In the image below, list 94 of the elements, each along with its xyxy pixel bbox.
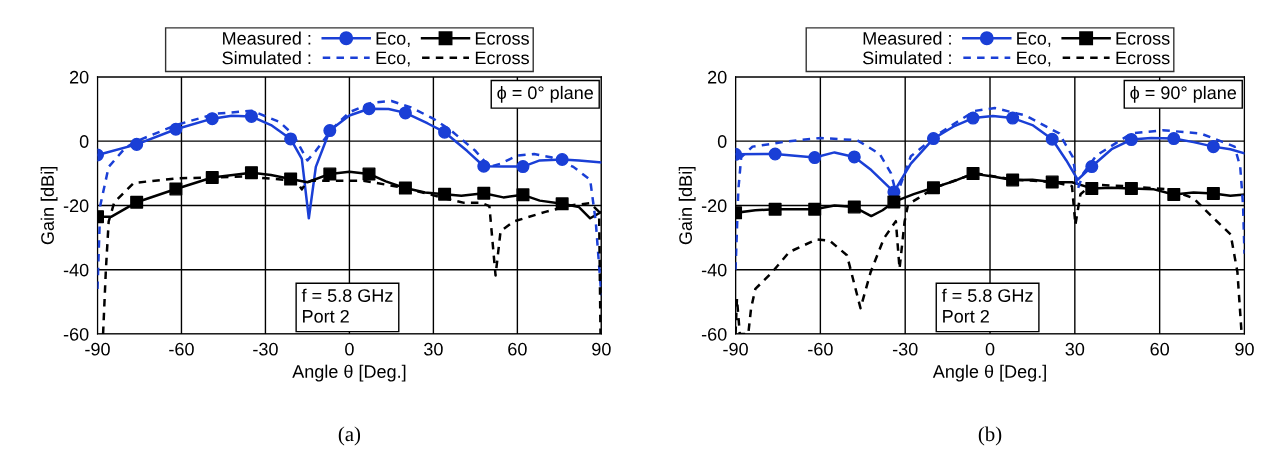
point bbox=[847, 150, 861, 164]
point bbox=[438, 125, 452, 139]
annotation: ϕ = 0° plane bbox=[497, 85, 593, 103]
point bbox=[398, 106, 412, 120]
text: Measured : bbox=[223, 31, 311, 45]
point bbox=[362, 102, 376, 116]
point bbox=[244, 166, 258, 180]
point bbox=[284, 132, 298, 146]
point bbox=[169, 182, 183, 196]
point bbox=[887, 195, 901, 209]
text: Measured : bbox=[863, 31, 951, 45]
y-tick-label: 0 bbox=[79, 135, 89, 148]
y-tick-label: 20 bbox=[708, 70, 727, 84]
x-tick-label: 90 bbox=[1235, 342, 1254, 356]
annotation: ϕ = 90° plane bbox=[1130, 85, 1237, 103]
point bbox=[555, 152, 569, 166]
text: Simulated : bbox=[222, 51, 311, 65]
point bbox=[205, 170, 219, 184]
point bbox=[1006, 173, 1020, 187]
y-axis-title: Gain [dBi] bbox=[40, 167, 58, 245]
text: (b) bbox=[978, 426, 1002, 446]
point bbox=[1006, 111, 1020, 125]
text: (a) bbox=[338, 426, 361, 446]
annotation: f = 5.8 GHz Port 2 bbox=[301, 288, 393, 323]
point bbox=[808, 151, 822, 165]
point bbox=[966, 111, 980, 125]
point bbox=[516, 160, 530, 174]
x-tick-label: 30 bbox=[1065, 342, 1085, 356]
x-tick-label: 60 bbox=[1150, 342, 1169, 356]
point bbox=[1167, 188, 1181, 202]
point bbox=[130, 137, 144, 151]
text: Simulated : bbox=[863, 51, 951, 65]
x-tick-label: -30 bbox=[892, 342, 918, 356]
point bbox=[244, 109, 258, 123]
point bbox=[362, 167, 376, 181]
point bbox=[323, 124, 337, 138]
point bbox=[1206, 187, 1220, 201]
legend-label: Eco, bbox=[1017, 32, 1051, 47]
y-tick-label: -20 bbox=[63, 199, 89, 213]
point bbox=[398, 181, 412, 195]
point bbox=[1167, 132, 1181, 146]
legend-label: Eco, bbox=[1017, 51, 1051, 67]
y-tick-label: 20 bbox=[69, 70, 89, 84]
y-tick-label: -60 bbox=[63, 327, 89, 341]
legend-label: Ecross bbox=[1116, 32, 1170, 45]
x-tick-label: 0 bbox=[985, 342, 995, 356]
point bbox=[284, 172, 298, 186]
point bbox=[768, 147, 782, 161]
x-tick-label: -90 bbox=[85, 342, 110, 356]
x-tick-label: 30 bbox=[424, 342, 443, 356]
y-tick-label: -40 bbox=[701, 263, 727, 277]
point bbox=[555, 197, 569, 211]
y-tick-label: -20 bbox=[701, 199, 727, 213]
point bbox=[1045, 132, 1059, 146]
point bbox=[966, 167, 980, 181]
point bbox=[130, 195, 144, 209]
x-tick-label: -30 bbox=[253, 342, 278, 356]
point bbox=[1085, 181, 1099, 195]
y-tick-label: -40 bbox=[63, 263, 89, 277]
x-tick-label: -60 bbox=[808, 342, 833, 356]
point bbox=[1124, 133, 1138, 147]
x-axis-title: Angle θ [Deg.] bbox=[292, 364, 406, 382]
y-tick-label: 0 bbox=[717, 135, 727, 148]
point bbox=[926, 132, 940, 146]
legend-label: Ecross bbox=[475, 32, 529, 45]
y-tick-label: -60 bbox=[701, 327, 727, 341]
legend-label: Ecross bbox=[1116, 51, 1170, 65]
point bbox=[1124, 181, 1138, 195]
point bbox=[1045, 175, 1059, 189]
point bbox=[847, 200, 861, 214]
x-tick-label: 60 bbox=[508, 342, 527, 356]
point bbox=[1085, 160, 1099, 174]
point bbox=[477, 159, 491, 173]
annotation: f = 5.8 GHz Port 2 bbox=[941, 288, 1033, 323]
line-series bbox=[735, 106, 1245, 271]
x-tick-label: -60 bbox=[169, 342, 194, 356]
legend-label: Ecross bbox=[475, 51, 529, 65]
x-axis-title: Angle θ [Deg.] bbox=[932, 364, 1046, 382]
point bbox=[808, 202, 822, 216]
point bbox=[169, 122, 183, 136]
x-tick-label: -90 bbox=[723, 342, 748, 356]
point bbox=[323, 167, 337, 181]
x-tick-label: 0 bbox=[345, 342, 354, 356]
point bbox=[768, 202, 782, 216]
y-axis-title: Gain [dBi] bbox=[678, 167, 696, 245]
point bbox=[205, 112, 219, 126]
legend-label: Eco, bbox=[376, 32, 410, 47]
point bbox=[926, 181, 940, 195]
point bbox=[516, 188, 530, 202]
point bbox=[1206, 140, 1220, 154]
point bbox=[477, 186, 491, 200]
point bbox=[438, 187, 452, 201]
x-tick-label: 90 bbox=[592, 342, 611, 356]
legend-label: Eco, bbox=[376, 51, 410, 67]
